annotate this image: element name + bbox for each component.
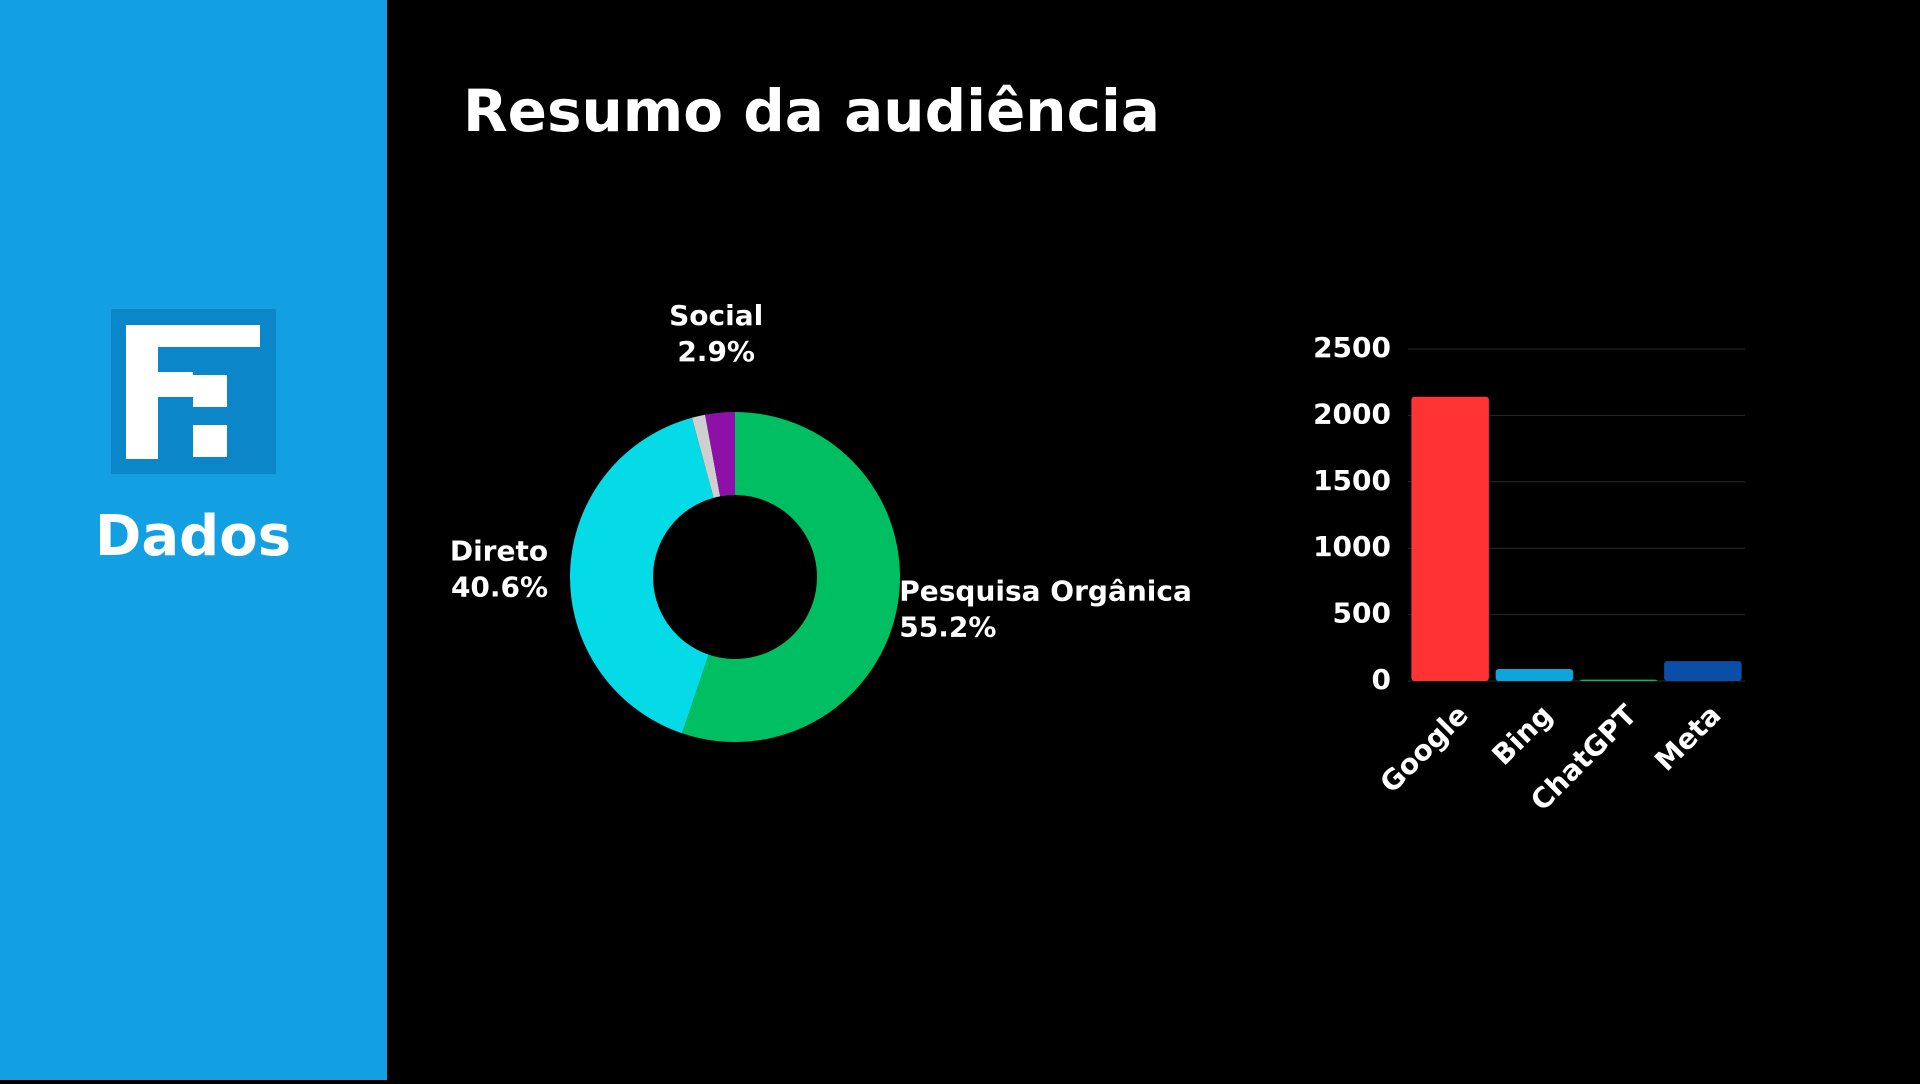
x-tick-label: Meta [1648,698,1727,777]
y-tick-label: 0 [1372,663,1391,696]
bar [1579,679,1658,681]
pie-label: Social [669,299,763,332]
x-tick-label: Google [1374,698,1475,799]
y-tick-label: 1000 [1313,530,1391,563]
pie-label: Direto [450,534,548,567]
y-tick-label: 500 [1333,597,1391,630]
logo [111,309,276,474]
title: Resumo da audiência [463,77,1160,145]
bar [1411,396,1489,681]
pie-value-label: 40.6% [451,570,548,603]
pie-value-label: 55.2% [899,611,996,644]
x-tick-label: Bing [1485,698,1558,771]
y-tick-label: 1500 [1313,464,1391,497]
sidebar [0,0,387,1080]
bar [1495,669,1574,681]
pie-slice [682,412,900,742]
y-tick-label: 2500 [1313,331,1391,364]
pie-slice [570,417,714,734]
y-tick-label: 2000 [1313,397,1391,430]
pie-label: Pesquisa Orgânica [899,575,1192,608]
pie-value-label: 2.9% [677,335,755,368]
bar [1664,661,1742,681]
sidebar-label: Dados [95,504,291,569]
pie-slice [691,414,721,498]
pie-slice [705,412,735,497]
